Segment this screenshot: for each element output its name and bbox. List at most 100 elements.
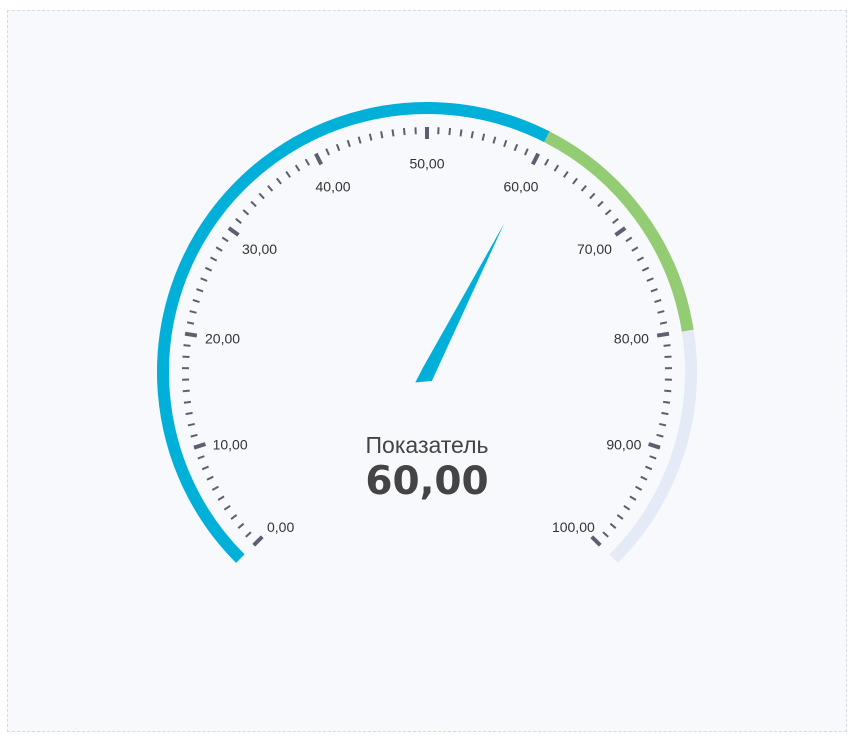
minor-tick <box>183 400 192 404</box>
minor-tick <box>609 522 617 529</box>
minor-tick <box>192 299 200 303</box>
minor-tick <box>513 143 519 152</box>
minor-tick <box>448 127 452 136</box>
minor-tick <box>629 495 637 501</box>
major-tick <box>656 331 670 338</box>
minor-tick <box>631 246 639 252</box>
minor-tick <box>572 177 578 185</box>
minor-tick <box>200 277 208 282</box>
minor-tick <box>235 218 242 224</box>
minor-tick <box>223 504 231 511</box>
minor-tick <box>201 465 209 471</box>
tick-label: 10,00 <box>213 437 248 453</box>
minor-tick <box>563 170 569 178</box>
tick-label: 100,00 <box>552 519 595 535</box>
minor-tick <box>580 185 587 192</box>
tick-label: 0,00 <box>267 519 294 535</box>
minor-tick <box>662 400 671 404</box>
minor-tick <box>641 266 650 272</box>
minor-tick <box>589 192 596 200</box>
minor-tick <box>402 127 406 136</box>
minor-tick <box>645 465 653 471</box>
major-tick <box>530 152 541 166</box>
minor-tick <box>459 129 463 137</box>
tick-label: 60,00 <box>503 178 538 194</box>
minor-tick <box>215 246 223 252</box>
minor-tick <box>616 514 624 520</box>
minor-tick <box>187 422 195 427</box>
minor-tick <box>664 389 672 393</box>
minor-tick <box>185 411 193 416</box>
minor-tick <box>210 256 218 262</box>
minor-tick <box>380 131 384 139</box>
minor-tick <box>242 209 250 216</box>
minor-tick <box>654 299 662 303</box>
tick-label: 40,00 <box>316 178 351 194</box>
minor-tick <box>357 136 362 144</box>
minor-tick <box>183 344 191 347</box>
minor-tick <box>649 455 657 460</box>
minor-tick <box>230 514 238 520</box>
gauge-band-0 <box>157 102 550 563</box>
tick-label: 50,00 <box>409 156 444 172</box>
minor-tick <box>335 143 341 152</box>
minor-tick <box>503 139 508 148</box>
minor-tick <box>346 139 351 148</box>
minor-tick <box>217 495 225 501</box>
minor-tick <box>544 158 550 166</box>
minor-tick <box>206 475 214 481</box>
minor-tick <box>612 218 619 224</box>
gauge-needle <box>415 223 505 383</box>
minor-tick <box>368 133 373 141</box>
minor-tick <box>197 455 205 460</box>
gauge-title: Показатель <box>366 432 489 458</box>
minor-tick <box>190 433 198 438</box>
minor-tick <box>237 522 245 529</box>
minor-tick <box>661 411 669 416</box>
minor-tick <box>625 236 633 243</box>
minor-tick <box>470 131 474 139</box>
minor-tick <box>221 236 229 243</box>
major-tick <box>590 535 602 547</box>
minor-tick <box>663 344 671 347</box>
tick-label: 80,00 <box>614 330 649 346</box>
major-tick <box>614 226 627 237</box>
minor-tick <box>602 531 609 538</box>
minor-tick <box>553 164 560 172</box>
minor-tick <box>325 148 330 156</box>
minor-tick <box>267 185 274 192</box>
minor-tick <box>659 422 667 427</box>
minor-tick <box>656 433 664 438</box>
major-tick <box>647 442 661 450</box>
major-tick <box>313 152 324 166</box>
minor-tick <box>492 136 497 144</box>
tick-label: 30,00 <box>242 241 277 257</box>
gauge-band-1 <box>544 131 694 332</box>
minor-tick <box>196 288 204 293</box>
major-tick <box>252 535 264 547</box>
minor-tick <box>597 200 604 208</box>
minor-tick <box>276 177 282 185</box>
major-tick <box>227 226 240 237</box>
minor-tick <box>186 321 195 325</box>
minor-tick <box>481 133 486 141</box>
minor-tick <box>391 129 395 137</box>
minor-tick <box>657 310 665 314</box>
minor-tick <box>189 310 197 314</box>
minor-tick <box>258 192 265 200</box>
gauge-band-2 <box>609 329 697 563</box>
minor-tick <box>304 158 310 166</box>
minor-tick <box>604 209 612 216</box>
gauge-value: 60,00 <box>365 459 488 504</box>
minor-tick <box>211 485 219 491</box>
minor-tick <box>635 485 643 491</box>
minor-tick <box>623 504 631 511</box>
minor-tick <box>640 475 648 481</box>
tick-label: 90,00 <box>606 437 641 453</box>
minor-tick <box>245 531 252 538</box>
minor-tick <box>524 148 529 156</box>
minor-tick <box>659 321 668 325</box>
minor-tick <box>204 266 213 272</box>
minor-tick <box>650 288 658 293</box>
